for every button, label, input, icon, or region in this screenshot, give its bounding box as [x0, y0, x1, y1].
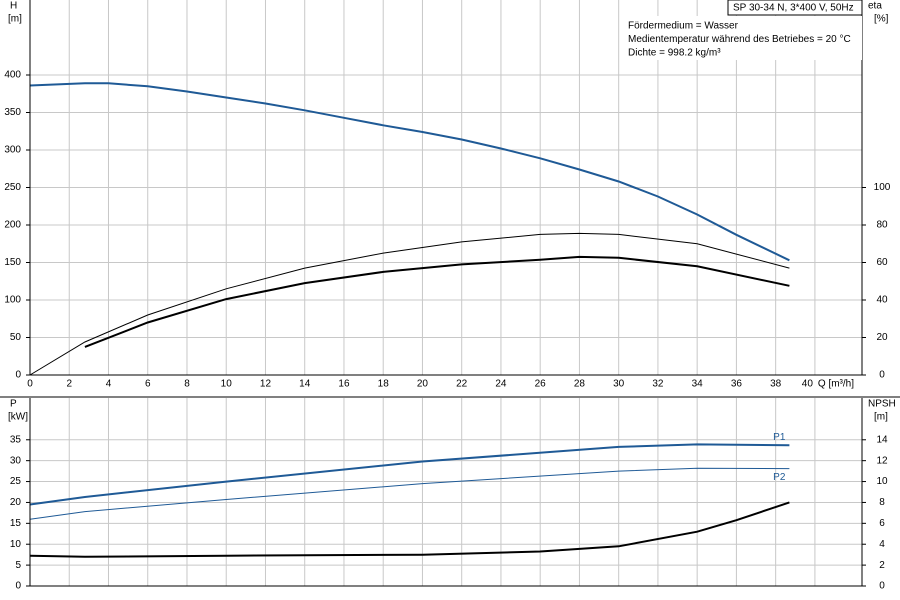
- y-tick-label: 5: [15, 560, 21, 571]
- x-tick-label: 2: [66, 379, 72, 390]
- info-box: SP 30-34 N, 3*400 V, 50Hz Fördermedium = …: [626, 0, 863, 60]
- x-tick-label: 36: [731, 379, 743, 390]
- info-line: Fördermedium = Wasser: [628, 21, 739, 32]
- y-tick-label: 400: [4, 70, 21, 81]
- y2-tick-label: 12: [876, 455, 888, 466]
- y2-tick-label: 4: [879, 539, 885, 550]
- y-tick-label: 20: [10, 497, 22, 508]
- y2-tick-label: 0: [879, 370, 885, 381]
- curve: [29, 232, 790, 376]
- curve-layer: [29, 82, 790, 376]
- x-tick-label: 26: [535, 379, 547, 390]
- y2-tick-label: 8: [879, 497, 885, 508]
- y2-tick-label: 0: [879, 581, 885, 592]
- y-axis-label: P: [10, 399, 17, 410]
- y-tick-label: 10: [10, 539, 22, 550]
- y2-tick-label: 60: [876, 257, 888, 268]
- y2-tick-label: 40: [876, 295, 888, 306]
- curve: [84, 255, 790, 348]
- x-tick-label: 14: [299, 379, 311, 390]
- x-tick-label: 34: [692, 379, 704, 390]
- curve-label: P1: [773, 432, 786, 443]
- y-axis-label: [m]: [8, 14, 22, 25]
- y-tick-label: 25: [10, 476, 22, 487]
- text-layer: 0 5 10 15 20 25 30 35 0 2 4 6 8 10 12 14 P [kW] NPSH [m] P1 P…: [0, 396, 900, 592]
- y2-tick-label: 14: [876, 434, 888, 445]
- x-tick-label: 24: [495, 379, 507, 390]
- x-tick-label: 30: [613, 379, 625, 390]
- y-tick-label: 35: [10, 434, 22, 445]
- y-tick-label: 15: [10, 518, 22, 529]
- y-tick-label: 0: [15, 370, 21, 381]
- x-tick-label: 32: [652, 379, 664, 390]
- text-layer: 0 2 4 6 8 10 12 14 16 18 20 22 24 26 28 30 32 34 36 38 40050…: [4, 0, 891, 390]
- y2-tick-label: 100: [874, 182, 891, 193]
- curve: [29, 82, 790, 262]
- y-tick-label: 150: [4, 257, 21, 268]
- y2-tick-label: 2: [879, 560, 885, 571]
- y-axis-label: [kW]: [8, 412, 28, 423]
- curve-layer: [29, 443, 790, 558]
- x-tick-label: 12: [260, 379, 272, 390]
- info-line: Dichte = 998.2 kg/m³: [628, 48, 721, 59]
- y2-axis-label: [%]: [874, 14, 889, 25]
- x-axis-label: Q [m³/h]: [818, 379, 854, 390]
- y-tick-label: 200: [4, 220, 21, 231]
- y-tick-label: 30: [10, 455, 22, 466]
- curve: [29, 467, 790, 520]
- y2-tick-label: 20: [876, 332, 888, 343]
- y-tick-label: 100: [4, 295, 21, 306]
- y2-axis-label: eta: [868, 1, 882, 12]
- y2-axis-label: [m]: [874, 412, 888, 423]
- grid-layer: [29, 398, 862, 587]
- curve: [29, 501, 790, 558]
- info-title-box: [727, 0, 863, 16]
- y-tick-label: 0: [15, 581, 21, 592]
- x-tick-label: 10: [221, 379, 233, 390]
- info-line: Medientemperatur während des Betriebes =…: [628, 34, 851, 45]
- y2-tick-label: 10: [876, 476, 888, 487]
- y2-tick-label: 80: [876, 220, 888, 231]
- info-title: SP 30-34 N, 3*400 V, 50Hz: [733, 3, 854, 14]
- y2-tick-label: 6: [879, 518, 885, 529]
- x-tick-label: 28: [574, 379, 586, 390]
- curve: [29, 443, 790, 506]
- x-tick-label: 18: [378, 379, 390, 390]
- y-axis-label: H: [10, 1, 17, 12]
- x-tick-label: 16: [338, 379, 350, 390]
- x-tick-label: 0: [27, 379, 33, 390]
- x-tick-label: 20: [417, 379, 429, 390]
- x-tick-label: 8: [184, 379, 190, 390]
- x-tick-label: 6: [145, 379, 151, 390]
- y-tick-label: 250: [4, 182, 21, 193]
- y-tick-label: 300: [4, 145, 21, 156]
- curve-label: P2: [773, 472, 786, 483]
- y-tick-label: 50: [10, 332, 22, 343]
- x-tick-label: 4: [106, 379, 112, 390]
- x-tick-label: 40: [802, 379, 814, 390]
- x-tick-label: 38: [770, 379, 782, 390]
- y-tick-label: 350: [4, 107, 21, 118]
- x-tick-label: 22: [456, 379, 468, 390]
- y2-axis-label: NPSH: [868, 399, 896, 410]
- info-background: [626, 16, 862, 60]
